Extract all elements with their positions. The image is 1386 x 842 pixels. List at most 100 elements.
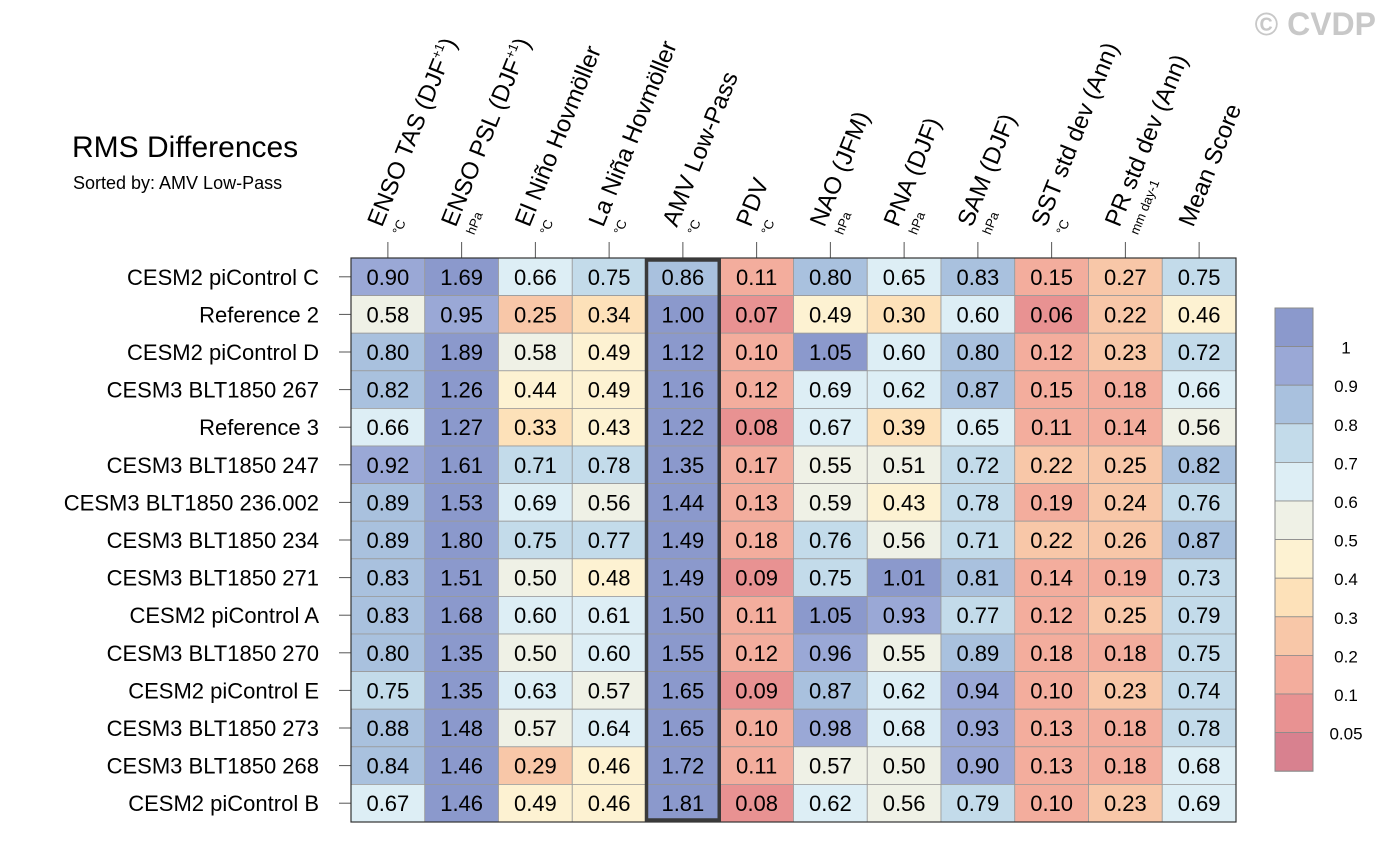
cell-value-label: 0.80 <box>366 641 409 666</box>
cell-value-label: 0.13 <box>1030 754 1073 779</box>
cell-value-label: 0.90 <box>956 754 999 779</box>
colorbar-tick-label: 0.6 <box>1334 493 1358 512</box>
heatmap-cell <box>1088 520 1163 560</box>
cell-value-label: 0.59 <box>809 490 852 515</box>
heatmap-cell <box>350 332 426 372</box>
cell-value-label: 0.56 <box>883 528 926 553</box>
cell-value-label: 0.48 <box>588 566 631 591</box>
cell-value-label: 1.27 <box>440 415 483 440</box>
cell-value-label: 0.87 <box>809 678 852 703</box>
row-label: Reference 3 <box>199 415 319 440</box>
heatmap-cell <box>498 633 573 672</box>
row-label: CESM2 piControl E <box>128 678 319 703</box>
heatmap-cell <box>645 708 721 748</box>
row-label: CESM3 BLT1850 271 <box>107 566 319 591</box>
colorbar-tick-label: 1 <box>1341 339 1350 358</box>
heatmap-cell <box>719 784 794 823</box>
cell-value-label: 1.61 <box>440 453 483 478</box>
cell-value-label: 0.12 <box>735 641 778 666</box>
cell-value-label: 0.83 <box>366 566 409 591</box>
cell-value-label: 1.48 <box>440 716 483 741</box>
cell-value-label: 0.22 <box>1030 453 1073 478</box>
cell-value-label: 1.51 <box>440 566 483 591</box>
heatmap-cell <box>793 633 868 672</box>
cell-value-label: 1.44 <box>661 490 704 515</box>
cell-value-label: 0.13 <box>1030 716 1073 741</box>
cell-value-label: 0.18 <box>735 528 778 553</box>
heatmap-cell <box>866 295 942 334</box>
cell-value-label: 0.49 <box>588 340 631 365</box>
cell-value-label: 1.00 <box>661 302 704 327</box>
cell-value-label: 0.15 <box>1030 265 1073 290</box>
heatmap-cell <box>1088 407 1163 447</box>
cell-value-label: 0.93 <box>883 603 926 628</box>
heatmap-cell <box>645 596 721 635</box>
cell-value-label: 0.56 <box>883 791 926 816</box>
cell-value-label: 0.14 <box>1030 566 1073 591</box>
heatmap-cell <box>1014 445 1089 484</box>
colorbar-segment <box>1274 346 1314 386</box>
cell-value-label: 0.73 <box>1178 566 1221 591</box>
cell-value-label: 1.35 <box>440 678 483 703</box>
heatmap-cell <box>940 746 1016 785</box>
cell-value-label: 0.10 <box>1030 791 1073 816</box>
heatmap-cell <box>793 332 868 372</box>
cell-value-label: 0.49 <box>809 302 852 327</box>
heatmap-cell <box>793 784 868 823</box>
cell-value-label: 0.75 <box>588 265 631 290</box>
cell-value-label: 0.79 <box>1178 603 1221 628</box>
cell-value-label: 0.24 <box>1104 490 1147 515</box>
row-label: CESM3 BLT1850 234 <box>107 528 319 553</box>
heatmap-cell <box>1088 596 1163 635</box>
cell-value-label: 0.93 <box>956 716 999 741</box>
heatmap-cell <box>645 558 721 597</box>
colorbar-tick-label: 0.4 <box>1334 570 1358 589</box>
cell-value-label: 1.53 <box>440 490 483 515</box>
colorbar-segment <box>1274 423 1314 463</box>
cell-value-label: 0.78 <box>588 453 631 478</box>
cell-value-label: 0.29 <box>514 754 557 779</box>
heatmap-cell <box>1014 332 1089 372</box>
colorbar-tick-label: 0.9 <box>1334 377 1358 396</box>
heatmap-cell <box>1014 520 1089 560</box>
cell-value-label: 0.89 <box>956 641 999 666</box>
cell-value-label: 0.83 <box>366 603 409 628</box>
colorbar-segment <box>1274 539 1314 579</box>
cell-value-label: 0.55 <box>809 453 852 478</box>
colorbar-frame <box>1274 307 1314 772</box>
cell-value-label: 1.12 <box>661 340 704 365</box>
cell-value-label: 0.56 <box>1178 415 1221 440</box>
column-header: PDV°C <box>731 174 777 236</box>
cell-value-label: 1.65 <box>661 716 704 741</box>
cell-value-label: 1.89 <box>440 340 483 365</box>
cell-value-label: 0.25 <box>514 302 557 327</box>
column-unit-label: °C <box>684 217 703 236</box>
heatmap-cell <box>1088 708 1163 748</box>
cell-value-label: 0.46 <box>588 754 631 779</box>
heatmap-cell <box>1161 483 1237 522</box>
heatmap-cell <box>498 784 573 823</box>
cell-value-label: 0.62 <box>809 791 852 816</box>
cell-value-label: 0.51 <box>883 453 926 478</box>
heatmap-cell <box>645 633 721 672</box>
cell-value-label: 0.12 <box>1030 340 1073 365</box>
cell-value-label: 0.11 <box>736 754 777 779</box>
heatmap-cell <box>645 370 721 409</box>
heatmap-cell <box>940 784 1016 823</box>
column-unit-label: °C <box>537 217 556 236</box>
heatmap-cell <box>1161 295 1237 334</box>
heatmap-cell <box>645 332 721 372</box>
cell-value-label: 1.69 <box>440 265 483 290</box>
cell-value-label: 0.82 <box>366 378 409 403</box>
cell-value-label: 0.62 <box>883 678 926 703</box>
cell-value-label: 0.83 <box>956 265 999 290</box>
column-unit-label: °C <box>758 217 777 236</box>
cell-value-label: 0.25 <box>1104 453 1147 478</box>
heatmap-cell <box>350 596 426 635</box>
heatmap-cell <box>1014 633 1089 672</box>
cell-value-label: 0.63 <box>514 678 557 703</box>
cell-value-label: 0.67 <box>366 791 409 816</box>
cell-value-label: 0.30 <box>883 302 926 327</box>
cell-value-label: 0.88 <box>366 716 409 741</box>
